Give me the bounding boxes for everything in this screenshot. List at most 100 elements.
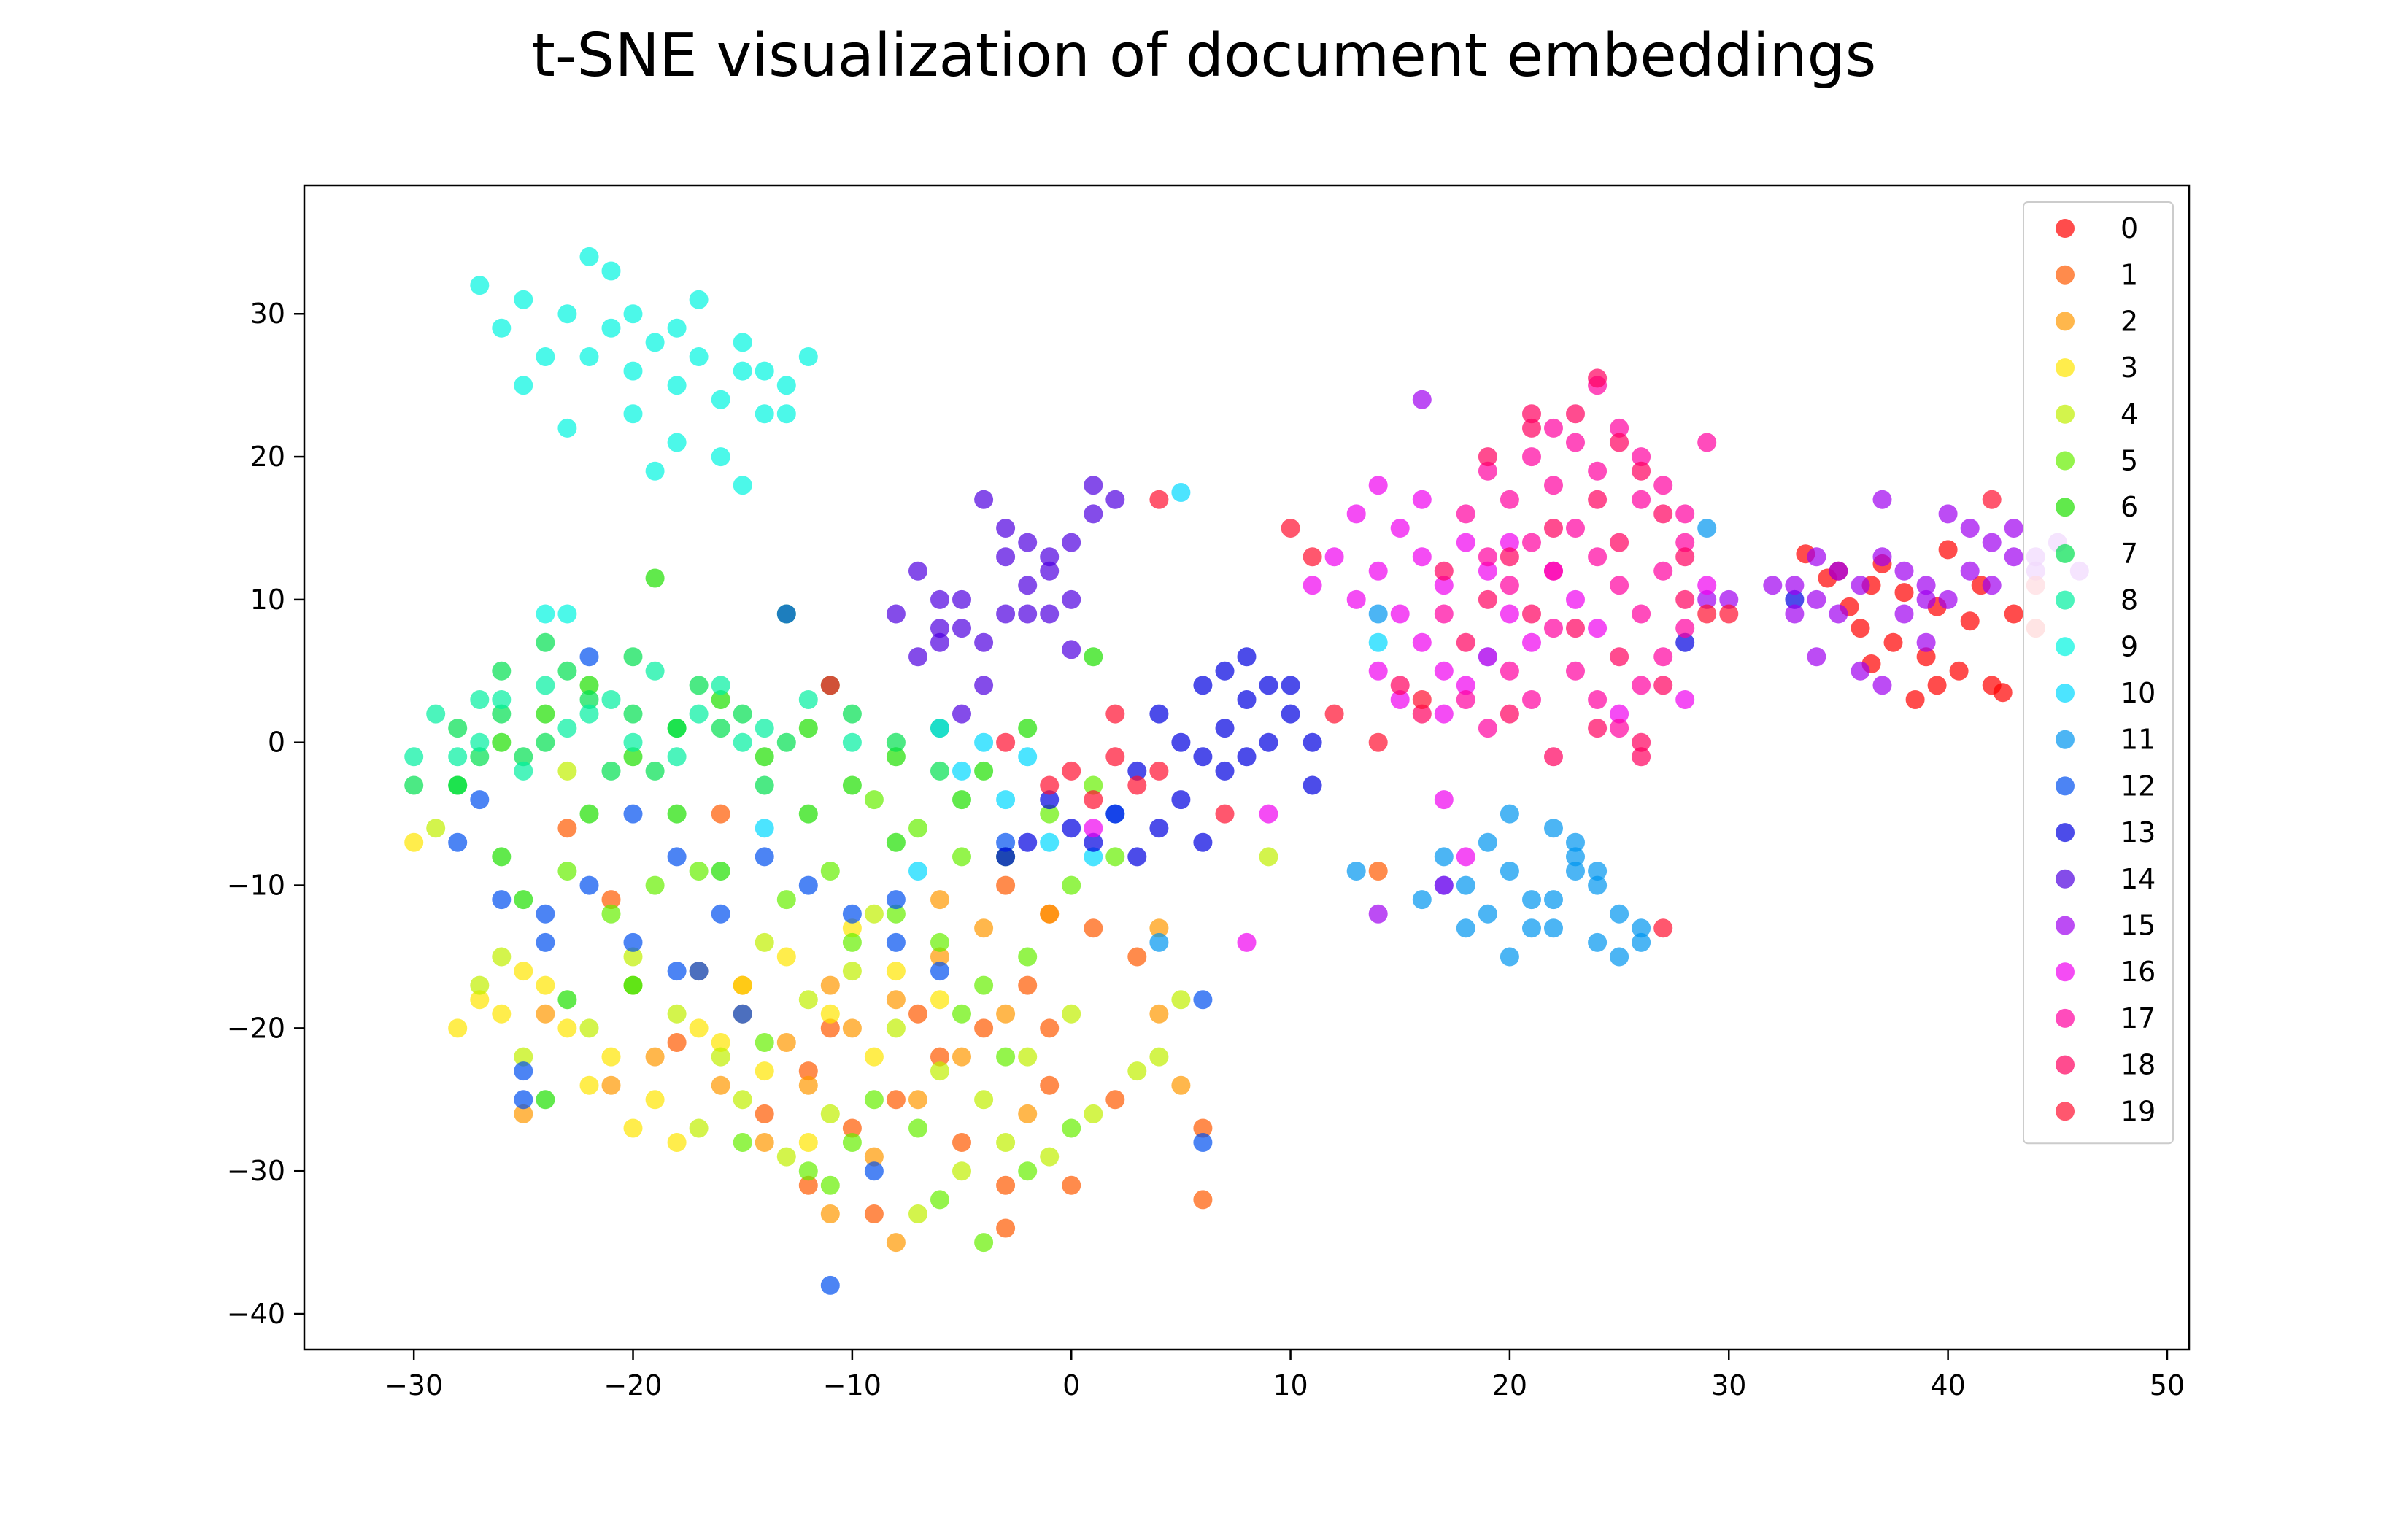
data-point-cluster-3 (579, 1075, 599, 1095)
data-point-cluster-7 (579, 690, 599, 709)
data-point-cluster-11 (1610, 947, 1629, 967)
legend-label-9: 9 (2120, 630, 2138, 662)
data-point-cluster-2 (996, 1004, 1016, 1024)
data-point-cluster-3 (820, 1004, 840, 1024)
data-point-cluster-16 (1588, 619, 1608, 638)
data-point-cluster-11 (1544, 890, 1563, 910)
data-point-cluster-5 (1018, 1161, 1038, 1181)
data-point-cluster-7 (536, 732, 555, 752)
data-point-cluster-4 (1149, 1047, 1169, 1067)
data-point-cluster-17 (1544, 561, 1563, 581)
data-point-cluster-4 (798, 990, 818, 1010)
data-point-cluster-1 (974, 1018, 994, 1038)
data-point-cluster-9 (689, 347, 709, 366)
data-point-cluster-9 (470, 276, 490, 295)
legend-marker-18 (2056, 1055, 2075, 1075)
data-point-cluster-4 (470, 975, 490, 995)
data-point-cluster-2 (820, 1204, 840, 1223)
data-point-cluster-9 (557, 304, 577, 324)
data-point-cluster-6 (667, 804, 687, 824)
data-point-cluster-14 (1040, 547, 1060, 567)
data-point-cluster-11 (1500, 804, 1519, 824)
data-point-cluster-7 (711, 719, 730, 738)
data-point-cluster-18 (1588, 490, 1608, 509)
data-point-cluster-17 (1566, 661, 1585, 681)
data-point-cluster-16 (1390, 519, 1410, 538)
data-point-cluster-1 (1193, 1190, 1213, 1210)
data-point-cluster-8 (448, 747, 468, 767)
data-point-cluster-17 (1610, 719, 1629, 738)
data-point-cluster-15 (1982, 533, 2002, 552)
data-point-cluster-4 (579, 1018, 599, 1038)
data-point-cluster-19 (1040, 775, 1060, 795)
data-point-cluster-15 (1872, 547, 1892, 567)
data-point-cluster-2 (1171, 1075, 1191, 1095)
data-point-cluster-11 (1566, 847, 1585, 867)
data-point-cluster-2 (930, 890, 949, 910)
data-point-cluster-13 (1171, 732, 1191, 752)
data-point-cluster-1 (755, 1104, 774, 1123)
legend-marker-10 (2056, 684, 2075, 703)
data-point-cluster-17 (1610, 576, 1629, 595)
data-point-cluster-15 (1938, 504, 1958, 524)
data-point-cluster-19 (1084, 790, 1103, 810)
data-point-cluster-13 (1193, 747, 1213, 767)
data-point-cluster-16 (1434, 704, 1454, 724)
data-point-cluster-13 (1785, 589, 1805, 609)
data-point-cluster-12 (514, 1061, 533, 1081)
data-point-cluster-14 (996, 547, 1016, 567)
legend-label-7: 7 (2120, 538, 2138, 570)
data-point-cluster-2 (930, 947, 949, 967)
data-point-cluster-16 (1456, 533, 1475, 552)
data-point-cluster-6 (711, 862, 730, 881)
data-point-cluster-17 (1434, 604, 1454, 624)
data-point-cluster-7 (536, 632, 555, 652)
data-point-cluster-15 (2004, 519, 2023, 538)
data-point-cluster-7 (667, 719, 687, 738)
data-point-cluster-11 (1346, 862, 1366, 881)
data-point-cluster-9 (776, 376, 796, 395)
data-point-cluster-19 (996, 732, 1016, 752)
data-point-cluster-5 (1105, 847, 1125, 867)
data-point-cluster-2 (864, 1147, 884, 1167)
data-point-cluster-14 (1018, 533, 1038, 552)
data-point-cluster-13 (1215, 761, 1235, 781)
data-point-cluster-4 (908, 1204, 927, 1223)
data-point-cluster-16 (1434, 790, 1454, 810)
data-point-cluster-5 (733, 1133, 752, 1152)
data-point-cluster-14 (1105, 490, 1125, 509)
legend-label-11: 11 (2120, 724, 2156, 756)
legend-label-12: 12 (2120, 770, 2156, 802)
data-point-cluster-11 (1368, 604, 1388, 624)
data-point-cluster-15 (1982, 576, 2002, 595)
data-point-cluster-6 (952, 790, 971, 810)
data-point-cluster-18 (1544, 747, 1563, 767)
data-point-cluster-3 (864, 1047, 884, 1067)
data-point-cluster-19 (1982, 490, 2002, 509)
data-point-cluster-18 (1675, 589, 1695, 609)
data-point-cluster-19 (1215, 804, 1235, 824)
data-point-cluster-5 (820, 1175, 840, 1195)
data-point-cluster-15 (1960, 561, 1980, 581)
data-point-cluster-4 (711, 1047, 730, 1067)
data-point-cluster-12 (996, 832, 1016, 852)
legend-label-4: 4 (2120, 398, 2138, 430)
data-point-cluster-1 (1105, 1090, 1125, 1110)
data-point-cluster-12 (536, 932, 555, 952)
data-point-cluster-17 (1697, 433, 1717, 452)
data-point-cluster-15 (1829, 604, 1848, 624)
data-point-cluster-14 (974, 490, 994, 509)
data-point-cluster-2 (645, 1047, 665, 1067)
data-point-cluster-7 (470, 747, 490, 767)
data-point-cluster-16 (1456, 676, 1475, 695)
data-point-cluster-19 (1127, 775, 1147, 795)
data-point-cluster-11 (1588, 932, 1608, 952)
legend-marker-3 (2056, 358, 2075, 378)
data-point-cluster-6 (579, 676, 599, 695)
data-point-cluster-2 (842, 1018, 862, 1038)
data-point-cluster-4 (1127, 1061, 1147, 1081)
data-point-cluster-13 (1237, 647, 1257, 667)
data-point-cluster-1 (1084, 918, 1103, 938)
data-point-cluster-1 (667, 1033, 687, 1052)
